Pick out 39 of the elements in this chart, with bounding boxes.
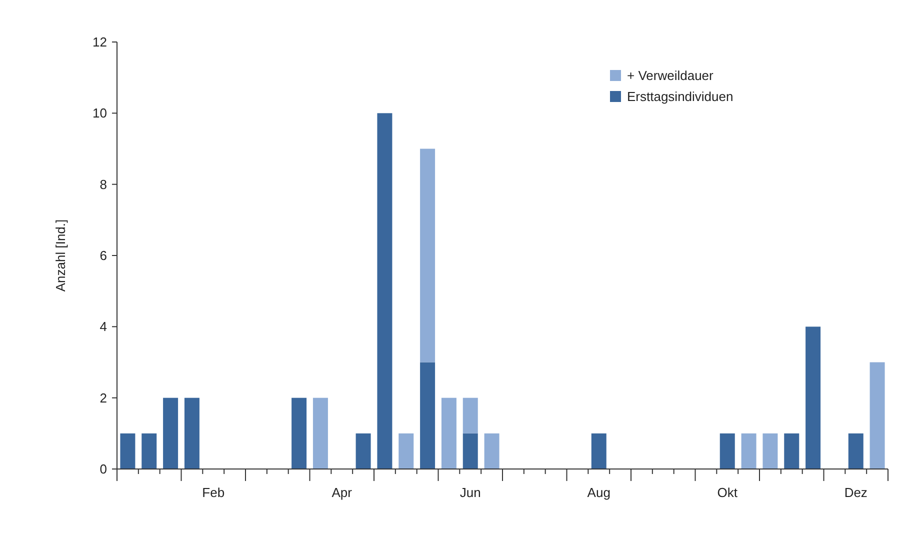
bar xyxy=(142,433,157,469)
bar xyxy=(120,433,136,469)
bar xyxy=(163,398,178,469)
bar xyxy=(591,433,606,469)
y-axis-title: Anzahl [Ind.] xyxy=(53,219,68,292)
bar xyxy=(741,433,756,469)
bar xyxy=(420,362,436,469)
y-tick-label: 4 xyxy=(100,319,107,334)
y-tick-label: 12 xyxy=(92,34,107,50)
bar xyxy=(762,433,778,469)
bar xyxy=(720,433,735,469)
y-tick-label: 2 xyxy=(100,390,107,406)
bar xyxy=(377,113,392,469)
y-tick-label: 10 xyxy=(92,106,107,121)
bar xyxy=(806,326,821,469)
bar xyxy=(356,433,371,469)
bar xyxy=(462,398,478,434)
bar xyxy=(462,433,478,469)
y-tick-label: 8 xyxy=(100,176,107,192)
y-tick-label: 0 xyxy=(100,462,107,477)
bar xyxy=(870,362,885,469)
bar xyxy=(292,398,307,469)
bar xyxy=(441,398,456,469)
x-tick-label: Feb xyxy=(202,485,225,500)
bar xyxy=(398,433,414,469)
bar xyxy=(420,148,436,362)
x-tick-label: Jun xyxy=(460,485,481,500)
legend-label: Ersttagsindividuen xyxy=(627,89,734,104)
bar xyxy=(784,433,800,469)
bar xyxy=(312,398,328,469)
x-tick-label: Aug xyxy=(587,485,610,500)
bar xyxy=(848,433,864,469)
bar xyxy=(484,433,500,469)
y-tick-label: 6 xyxy=(100,248,107,264)
x-tick-label: Okt xyxy=(717,485,738,500)
x-tick-label: Apr xyxy=(332,485,353,500)
legend-label: + Verweildauer xyxy=(627,68,714,84)
x-tick-label: Dez xyxy=(844,485,868,500)
bar xyxy=(184,398,200,469)
